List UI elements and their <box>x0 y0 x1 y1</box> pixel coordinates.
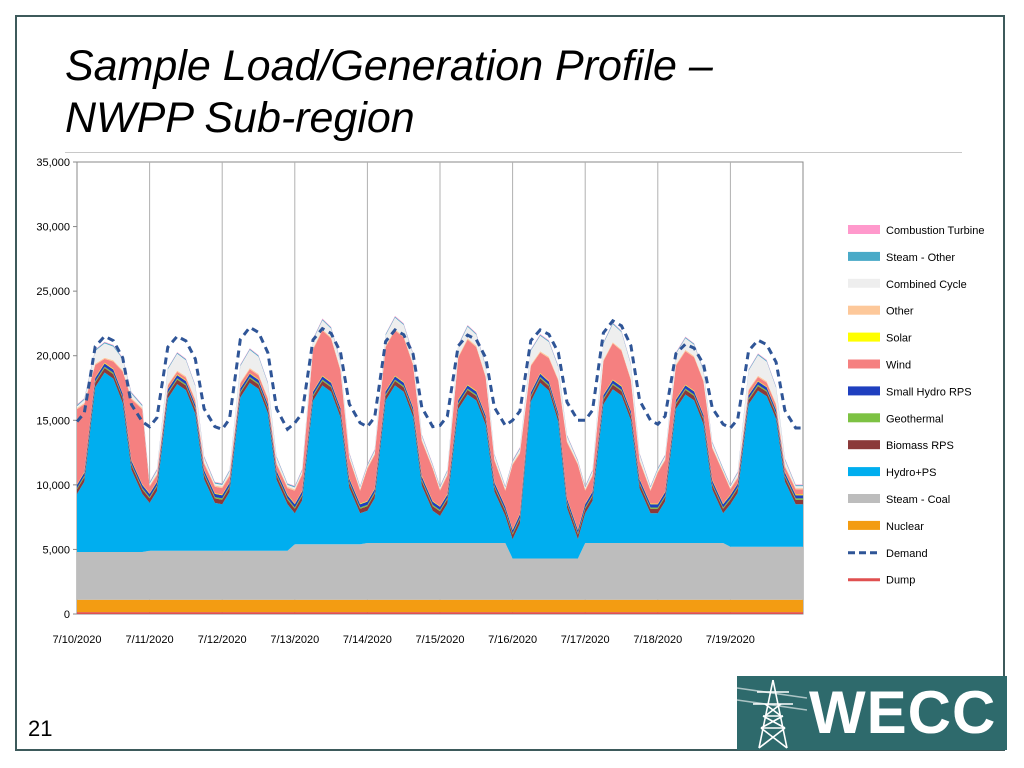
legend-label: Solar <box>886 333 912 345</box>
y-tick-label: 30,000 <box>36 222 70 234</box>
y-tick-label: 25,000 <box>36 286 70 298</box>
legend-label: Steam - Coal <box>886 494 950 506</box>
legend-label: Steam - Other <box>886 252 955 264</box>
slide-title-line-2: NWPP Sub-region <box>65 94 415 142</box>
y-tick-label: 15,000 <box>36 415 70 427</box>
legend-swatch <box>848 278 880 288</box>
transmission-tower-icon <box>737 679 807 749</box>
slide-title: Sample Load/Generation Profile – NWPP Su… <box>65 40 945 144</box>
wecc-logo: WECC <box>737 676 1007 750</box>
legend-swatch <box>848 305 880 315</box>
legend-label: Demand <box>886 548 928 560</box>
legend-label: Combustion Turbine <box>886 225 984 237</box>
series-area-dump <box>77 612 803 614</box>
stacked-area-series <box>77 315 803 614</box>
legend-label: Wind <box>886 360 911 372</box>
y-tick-label: 0 <box>64 609 70 621</box>
y-tick-label: 5,000 <box>42 544 70 556</box>
legend-swatch <box>848 251 880 261</box>
series-area-nuclear <box>77 599 803 613</box>
legend-label: Geothermal <box>886 413 943 425</box>
series-line-demand <box>75 318 803 432</box>
legend-label: Biomass RPS <box>886 440 954 452</box>
series-area-wind <box>77 330 803 530</box>
title-rule <box>65 152 962 153</box>
legend-swatch <box>848 467 880 477</box>
slide-title-line-1: Sample Load/Generation Profile – <box>65 42 713 90</box>
legend-label: Combined Cycle <box>886 279 967 291</box>
legend-swatch <box>848 225 880 234</box>
legend-label: Small Hydro RPS <box>886 386 972 398</box>
x-tick-label: 7/16/2020 <box>488 634 537 646</box>
x-tick-label: 7/13/2020 <box>270 634 319 646</box>
legend-swatch <box>848 359 880 369</box>
series-area-combined-cycle <box>77 317 803 490</box>
legend-swatch <box>848 332 880 342</box>
x-tick-label: 7/15/2020 <box>416 634 465 646</box>
legend-swatch <box>848 386 880 396</box>
legend-label: Hydro+PS <box>886 467 936 479</box>
legend-label: Nuclear <box>886 521 924 533</box>
x-tick-label: 7/14/2020 <box>343 634 392 646</box>
legend-swatch <box>848 520 880 530</box>
x-tick-label: 7/11/2020 <box>126 634 174 646</box>
legend-label: Dump <box>886 575 915 587</box>
x-tick-label: 7/12/2020 <box>198 634 247 646</box>
x-tick-label: 7/10/2020 <box>53 634 102 646</box>
legend-swatch <box>848 494 880 503</box>
x-tick-label: 7/17/2020 <box>561 634 610 646</box>
legend-swatch <box>848 413 880 423</box>
x-tick-label: 7/19/2020 <box>706 634 755 646</box>
y-tick-label: 20,000 <box>36 351 70 363</box>
wecc-logo-text: WECC <box>809 679 997 746</box>
x-tick-label: 7/18/2020 <box>633 634 682 646</box>
series-area-steam-coal <box>77 543 803 600</box>
legend-swatch <box>848 440 880 450</box>
y-tick-label: 10,000 <box>36 480 70 492</box>
y-tick-label: 35,000 <box>36 157 70 169</box>
series-area-hydro-ps <box>77 372 803 559</box>
page-number: 21 <box>28 716 53 741</box>
legend-label: Other <box>886 306 914 318</box>
